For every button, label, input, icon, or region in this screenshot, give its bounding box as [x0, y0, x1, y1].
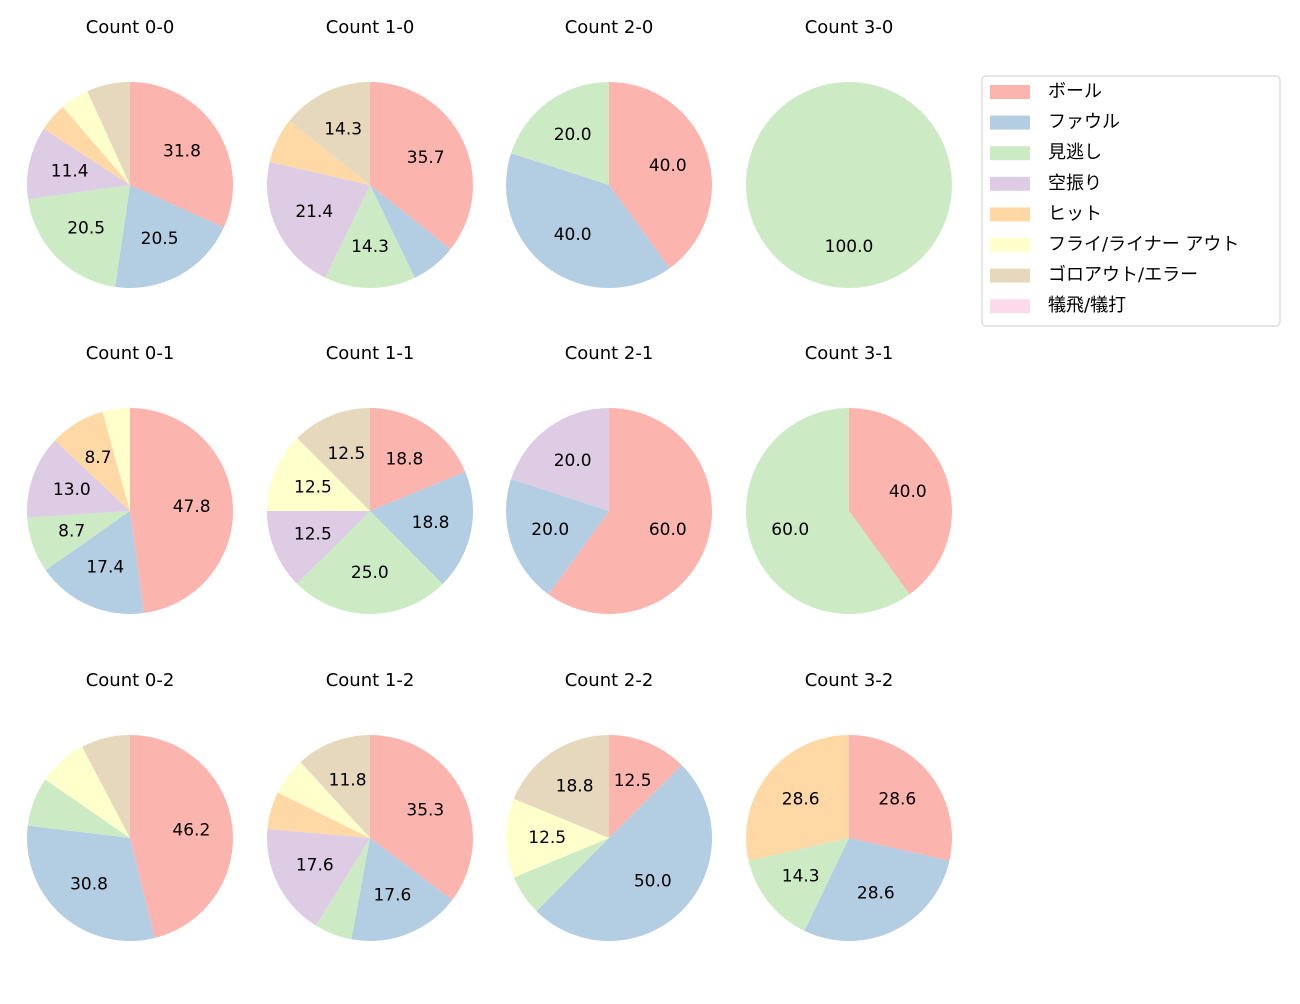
- slice-label: 11.8: [329, 770, 367, 790]
- chart-title: Count 1-0: [326, 17, 415, 38]
- slice-label: 12.5: [327, 444, 365, 464]
- slice-label: 14.3: [782, 867, 820, 887]
- slice-label: 35.3: [406, 800, 444, 820]
- slice-label: 100.0: [825, 237, 874, 257]
- chart-title: Count 2-2: [565, 670, 654, 691]
- slice-label: 20.5: [141, 229, 179, 249]
- slice-label: 17.6: [296, 856, 334, 876]
- slice-label: 40.0: [649, 156, 687, 176]
- slice-label: 28.6: [878, 789, 916, 809]
- slice-label: 14.3: [351, 237, 389, 257]
- slice-label: 40.0: [554, 225, 592, 245]
- slice-label: 30.8: [70, 874, 108, 894]
- slice-label: 8.7: [58, 521, 85, 541]
- slice-label: 46.2: [172, 821, 210, 841]
- chart-title: Count 0-2: [86, 670, 175, 691]
- slice-label: 60.0: [771, 520, 809, 540]
- slice-label: 20.0: [554, 451, 592, 471]
- legend-swatch: [990, 207, 1030, 221]
- legend-label: ボール: [1048, 81, 1102, 102]
- slice-label: 47.8: [173, 497, 211, 517]
- slice-label: 14.3: [324, 119, 362, 139]
- slice-label: 11.4: [51, 162, 89, 182]
- slice-label: 18.8: [385, 450, 423, 470]
- slice-label: 18.8: [556, 777, 594, 797]
- chart-title: Count 3-2: [805, 670, 894, 691]
- legend-swatch: [990, 116, 1030, 130]
- slice-label: 12.5: [294, 477, 332, 497]
- chart-title: Count 2-0: [565, 17, 654, 38]
- slice-label: 12.5: [528, 828, 566, 848]
- chart-title: Count 1-2: [326, 670, 415, 691]
- legend-swatch: [990, 177, 1030, 191]
- legend-swatch: [990, 238, 1030, 252]
- slice-label: 12.5: [614, 771, 652, 791]
- chart-title: Count 3-1: [805, 343, 894, 364]
- slice-label: 28.6: [857, 884, 895, 904]
- slice-label: 50.0: [634, 872, 672, 892]
- slice-label: 40.0: [889, 482, 927, 502]
- legend-label: ヒット: [1048, 203, 1102, 224]
- slice-label: 18.8: [412, 513, 450, 533]
- slice-label: 20.0: [531, 520, 569, 540]
- legend-box: [982, 76, 1280, 326]
- slice-label: 12.5: [294, 525, 332, 545]
- slice-label: 8.7: [84, 448, 111, 468]
- legend-label: 見逃し: [1048, 142, 1102, 163]
- legend-label: フライ/ライナー アウト: [1048, 234, 1239, 255]
- slice-label: 17.4: [86, 558, 124, 578]
- legend-swatch: [990, 146, 1030, 160]
- chart-title: Count 0-1: [86, 343, 175, 364]
- slice-label: 28.6: [782, 789, 820, 809]
- legend-label: ゴロアウト/エラー: [1048, 265, 1198, 286]
- pie-slice: [746, 82, 952, 288]
- slice-label: 17.6: [373, 886, 411, 906]
- legend-swatch: [990, 85, 1030, 99]
- slice-label: 20.5: [67, 219, 105, 239]
- slice-label: 13.0: [53, 480, 91, 500]
- slice-label: 31.8: [163, 142, 201, 162]
- slice-label: 25.0: [351, 563, 389, 583]
- slice-label: 21.4: [295, 202, 333, 222]
- chart-title: Count 0-0: [86, 17, 175, 38]
- legend-swatch: [990, 269, 1030, 283]
- chart-title: Count 1-1: [326, 343, 415, 364]
- chart-title: Count 3-0: [805, 17, 894, 38]
- legend-label: 空振り: [1048, 173, 1102, 194]
- legend-label: ファウル: [1048, 112, 1120, 133]
- slice-label: 20.0: [554, 125, 592, 145]
- legend-swatch: [990, 299, 1030, 313]
- legend-label: 犠飛/犠打: [1048, 295, 1126, 316]
- slice-label: 60.0: [649, 520, 687, 540]
- slice-label: 35.7: [407, 148, 445, 168]
- chart-title: Count 2-1: [565, 343, 654, 364]
